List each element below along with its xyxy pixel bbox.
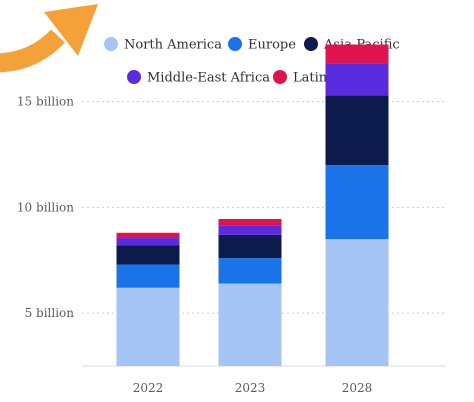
bar-latin-america-2028: [325, 44, 389, 64]
x-tick-label: 2023: [235, 381, 266, 395]
curved-arrow-icon: [0, 4, 98, 73]
legend-swatch-north-america: [104, 37, 118, 51]
bar-asia-pacific-2022: [116, 245, 180, 265]
bar-north-america-2022: [116, 287, 180, 366]
y-tick-label: 10 billion: [17, 200, 74, 214]
bar-latin-america-2023: [218, 219, 282, 226]
bar-asia-pacific-2028: [325, 95, 389, 166]
y-tick-label: 5 billion: [25, 306, 75, 320]
bar-middle-east-africa-2028: [325, 63, 389, 96]
bar-europe-2023: [218, 258, 282, 284]
legend-label-middle-east-africa: Middle-East Africa: [147, 71, 270, 86]
bar-latin-america-2022: [116, 232, 180, 239]
legend-swatch-asia-pacific: [304, 37, 318, 51]
y-axis-ticks: 5 billion 10 billion 15 billion: [17, 95, 74, 320]
x-axis-ticks: 2022 2023 2028: [133, 381, 373, 395]
bar-north-america-2023: [218, 283, 282, 366]
legend-swatch-europe: [228, 37, 242, 51]
bar-north-america-2028: [325, 239, 389, 366]
legend-label-europe: Europe: [248, 38, 296, 53]
legend-swatch-latin-america: [273, 70, 287, 84]
bar-europe-2022: [116, 264, 180, 288]
bar-asia-pacific-2023: [218, 234, 282, 259]
bar-middle-east-africa-2023: [218, 225, 282, 235]
bars: [116, 44, 389, 366]
y-tick-label: 15 billion: [17, 95, 74, 109]
legend-swatch-middle-east-africa: [127, 70, 141, 84]
bar-middle-east-africa-2022: [116, 238, 180, 246]
x-tick-label: 2022: [133, 381, 164, 395]
x-tick-label: 2028: [342, 381, 373, 395]
bar-europe-2028: [325, 165, 389, 240]
legend-label-north-america: North America: [124, 38, 222, 53]
